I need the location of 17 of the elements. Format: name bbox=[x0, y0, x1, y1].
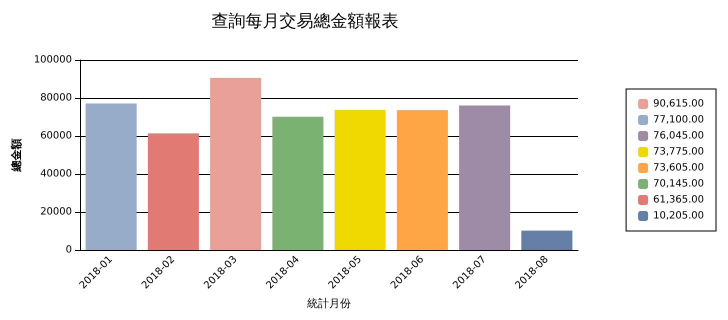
legend-label: 10,205.00 bbox=[653, 210, 704, 222]
y-tick-label: 80000 bbox=[40, 92, 72, 104]
x-axis-title: 統計月份 bbox=[307, 297, 351, 310]
legend-label: 70,145.00 bbox=[653, 178, 704, 190]
legend-label: 77,100.00 bbox=[653, 114, 704, 126]
y-axis-title: 總金額 bbox=[10, 138, 23, 172]
y-tick-label: 0 bbox=[66, 244, 72, 256]
y-tick-label: 60000 bbox=[40, 130, 72, 142]
y-tick-label: 100000 bbox=[34, 54, 72, 66]
legend-label: 90,615.00 bbox=[653, 98, 704, 110]
legend-label: 61,365.00 bbox=[653, 194, 704, 206]
legend-label: 73,775.00 bbox=[653, 146, 704, 158]
y-tick-label: 20000 bbox=[40, 206, 72, 218]
chart-title: 查詢每月交易總金額報表 bbox=[212, 12, 398, 32]
y-tick-label: 40000 bbox=[40, 168, 72, 180]
legend-label: 73,605.00 bbox=[653, 162, 704, 174]
legend-label: 76,045.00 bbox=[653, 130, 704, 142]
